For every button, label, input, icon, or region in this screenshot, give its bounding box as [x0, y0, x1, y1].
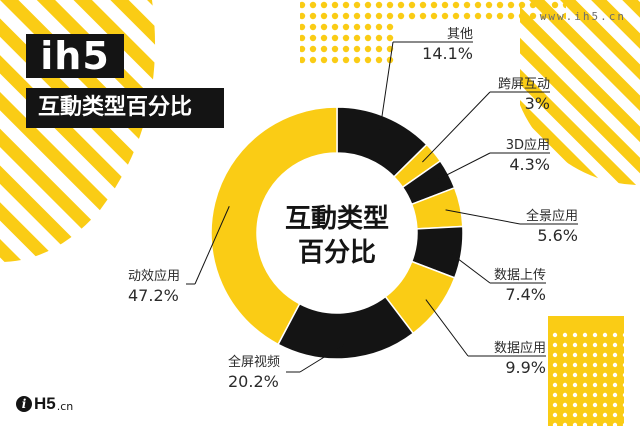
chart-subtitle: 互動类型百分比: [26, 88, 224, 128]
leader-line-5: [425, 299, 469, 357]
dot-decoration-top: [300, 0, 396, 64]
slice-value-label: 4.3%: [509, 155, 550, 174]
slice-category-label: 全屏视频: [228, 354, 280, 370]
logo-tld: .cn: [56, 399, 74, 413]
logo-text: H5: [34, 394, 56, 413]
slice-value-label: 47.2%: [128, 286, 179, 305]
leader-line-3: [445, 209, 521, 225]
leader-line-7: [194, 206, 230, 285]
slice-value-label: 5.6%: [537, 226, 578, 245]
slice-value-label: 3%: [525, 94, 550, 113]
brand-title: ih5: [26, 34, 124, 78]
donut-slice-7: [210, 106, 338, 346]
donut-chart: [210, 106, 464, 360]
dot-decoration-bottom-right: [552, 330, 624, 426]
slice-category-label: 数据上传: [494, 268, 546, 283]
leader-line-4: [446, 249, 491, 284]
slice-category-label: 其他: [447, 27, 473, 42]
slice-labels: 其他 14.1% 跨屏互动 3% 3D应用 4.3% 全景应用 5.6% 数据上传 7.4% 数据应…: [128, 27, 578, 391]
slice-category-label: 跨屏互动: [498, 77, 550, 92]
leader-line-0: [379, 41, 394, 131]
slice-category-label: 全景应用: [526, 208, 578, 224]
leader-line-2: [434, 152, 491, 182]
slice-value-label: 9.9%: [505, 358, 546, 377]
center-title-line-1: 百分比: [298, 238, 376, 268]
site-url: www.ih5.cn: [539, 10, 626, 23]
leader-lines: [186, 41, 578, 373]
slice-value-label: 14.1%: [422, 44, 473, 63]
slice-category-label: 数据应用: [494, 340, 546, 356]
slice-value-label: 20.2%: [228, 372, 279, 391]
slice-category-label: 3D应用: [506, 137, 550, 153]
leader-line-6: [299, 343, 347, 373]
dot-decoration-top-2: [396, 0, 566, 22]
leader-line-1: [422, 91, 491, 163]
center-title-line-0: 互動类型: [285, 204, 389, 234]
slice-value-label: 7.4%: [505, 285, 546, 304]
logo-icon: i: [16, 396, 32, 412]
ih5-logo: i H5 .cn: [16, 394, 73, 414]
donut-center-title: 互動类型百分比: [285, 204, 389, 268]
slice-category-label: 动效应用: [128, 268, 180, 284]
